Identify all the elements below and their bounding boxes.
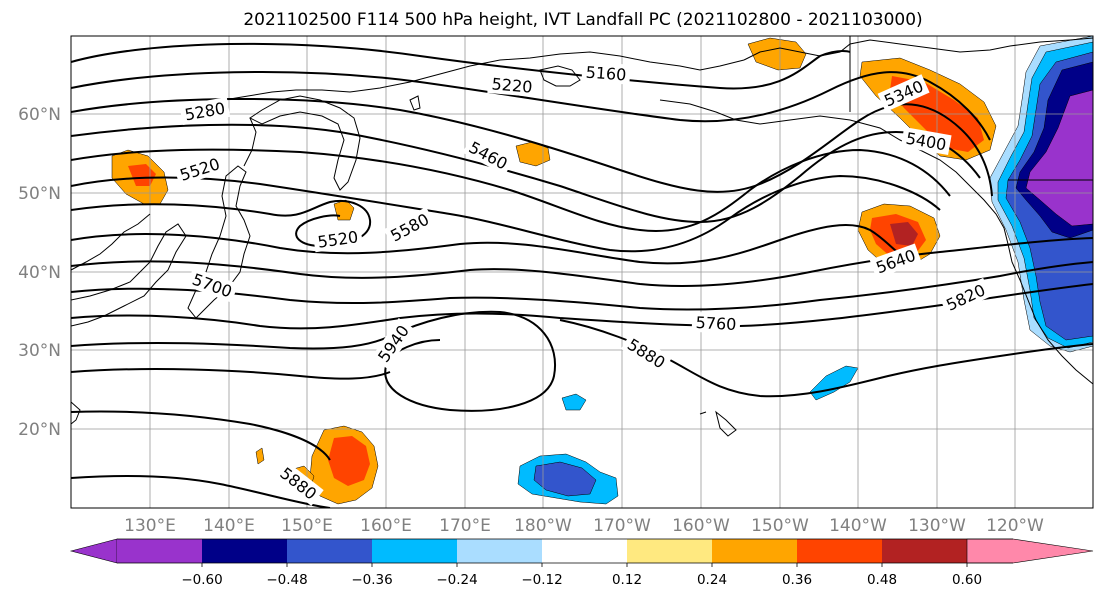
lon-tick-label: 140°E: [203, 516, 255, 536]
lat-tick-label: 20°N: [18, 420, 61, 440]
map-title: 2021102500 F114 500 hPa height, IVT Land…: [243, 10, 922, 30]
lat-tick-label: 60°N: [18, 105, 61, 125]
lon-tick-label: 170°W: [593, 516, 651, 536]
lat-tick-labels: 60°N 50°N 40°N 30°N 20°N: [18, 105, 61, 440]
map-area: 5280 5220 5160 5520 5460 5340 5400 5520 …: [71, 36, 1093, 508]
colorbar-segment: [372, 539, 457, 563]
contour-label-5760: 5760: [695, 313, 737, 334]
colorbar-segment: [712, 539, 797, 563]
colorbar-tick-label: −0.48: [266, 572, 307, 588]
colorbar-tick-label: −0.36: [351, 572, 392, 588]
contour-label-5220: 5220: [491, 74, 533, 96]
colorbar-tick-label: 0.48: [867, 572, 897, 588]
coastlines: [71, 36, 1093, 437]
lon-tick-label: 180°W: [514, 516, 572, 536]
colorbar-segment: [117, 539, 202, 563]
colorbar-tick-label: −0.24: [436, 572, 477, 588]
lon-tick-label: 130°E: [124, 516, 176, 536]
contour-label-5160: 5160: [585, 63, 627, 85]
colorbar: −0.60 −0.48 −0.36 −0.24 −0.12 0.12 0.24 …: [69, 538, 1094, 588]
map-frame: [70, 35, 1094, 509]
colorbar-segment: [457, 539, 542, 563]
colorbar-tick-label: 0.24: [697, 572, 727, 588]
lat-tick-label: 40°N: [18, 263, 61, 283]
lon-tick-label: 150°W: [751, 516, 809, 536]
colorbar-ticks: [201, 563, 968, 567]
colorbar-min-extension: [69, 538, 118, 564]
colorbar-tick-label: −0.12: [521, 572, 562, 588]
colorbar-segment: [202, 539, 287, 563]
colorbar-segment: [287, 539, 372, 563]
lat-tick-label: 50°N: [18, 184, 61, 204]
colorbar-segment: [882, 539, 967, 563]
lon-tick-label: 160°W: [672, 516, 730, 536]
colorbar-max-extension: [966, 538, 1094, 564]
colorbar-segment: [627, 539, 712, 563]
lon-tick-label: 140°W: [829, 516, 887, 536]
lon-tick-labels: 130°E 140°E 150°E 160°E 170°E 180°W 170°…: [124, 516, 1044, 536]
colorbar-tick-label: 0.36: [782, 572, 812, 588]
colorbar-tick-label: 0.60: [952, 572, 982, 588]
lon-tick-label: 130°W: [908, 516, 966, 536]
height-contours: [71, 42, 1093, 508]
colorbar-segment: [542, 539, 627, 563]
lon-tick-label: 160°E: [360, 516, 412, 536]
lon-tick-label: 150°E: [281, 516, 333, 536]
lat-tick-label: 30°N: [18, 341, 61, 361]
colorbar-tick-label: 0.12: [612, 572, 642, 588]
lon-tick-label: 120°W: [986, 516, 1044, 536]
colorbar-tick-label: −0.60: [181, 572, 222, 588]
colorbar-segment: [797, 539, 882, 563]
lon-tick-label: 170°E: [439, 516, 491, 536]
graticule: [71, 36, 1093, 508]
